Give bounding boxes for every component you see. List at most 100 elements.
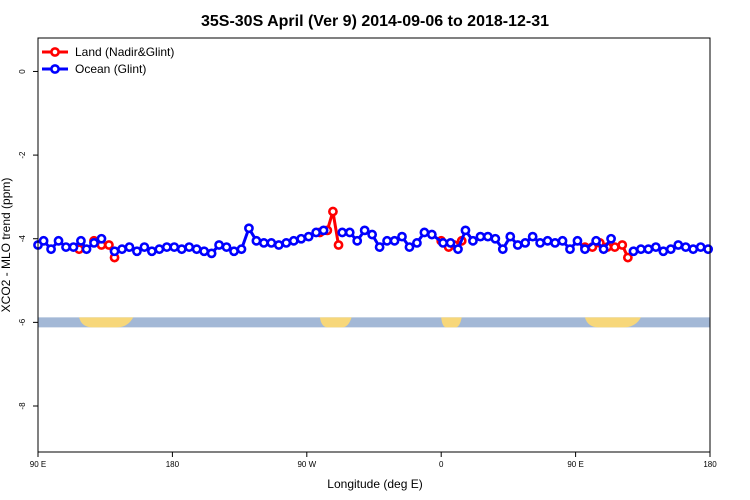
legend-marker	[50, 47, 60, 57]
data-point	[124, 242, 135, 252]
data-point	[412, 238, 422, 248]
legend-entry: Ocean (Glint)	[75, 62, 146, 76]
data-point	[117, 244, 127, 255]
data-point	[622, 252, 633, 263]
x-axis: 90 E 180 90 W 0 90 E 180	[30, 452, 717, 469]
data-point	[382, 235, 392, 246]
data-point	[161, 242, 172, 252]
x-tick-label: 180	[166, 460, 180, 469]
data-point	[176, 244, 187, 255]
data-point	[453, 244, 463, 255]
data-point	[557, 235, 568, 246]
data-point	[438, 238, 448, 248]
data-point	[565, 244, 575, 255]
y-tick-label: 0	[18, 69, 27, 74]
data-point	[38, 235, 49, 246]
y-axis: 0 -2 -4 -6 -8	[18, 69, 38, 410]
legend: Land (Nadir&Glint) Ocean (Glint)	[42, 45, 174, 76]
x-axis-label: Longitude (deg E)	[327, 477, 422, 491]
data-point	[303, 231, 314, 242]
data-point	[550, 238, 560, 248]
data-point	[658, 246, 669, 257]
y-tick-label: -8	[18, 402, 27, 410]
land-segment	[79, 317, 134, 328]
data-point	[169, 242, 180, 252]
data-point	[688, 244, 699, 255]
data-point	[643, 244, 654, 255]
data-point	[680, 242, 691, 252]
data-point	[221, 242, 232, 252]
data-point	[352, 235, 363, 246]
data-point	[572, 235, 583, 246]
data-point	[296, 233, 307, 244]
data-point	[636, 244, 646, 255]
data-point	[337, 227, 348, 238]
land-ocean-mask	[38, 317, 710, 328]
data-point	[281, 238, 292, 248]
data-point	[591, 235, 602, 246]
data-point	[527, 231, 538, 242]
data-point	[628, 246, 639, 257]
data-point	[109, 246, 120, 257]
data-point	[236, 244, 247, 255]
data-point	[206, 248, 217, 259]
data-point	[468, 235, 478, 246]
data-point	[311, 227, 322, 238]
data-point	[328, 206, 338, 217]
data-point	[132, 246, 142, 257]
data-point	[81, 244, 92, 255]
data-point	[665, 244, 676, 255]
data-point	[53, 235, 64, 246]
data-point	[475, 231, 486, 242]
x-tick-label: 90 E	[567, 460, 583, 469]
data-point	[258, 238, 269, 248]
data-point	[482, 231, 493, 242]
legend-entry: Land (Nadir&Glint)	[75, 45, 174, 59]
x-tick-label: 0	[439, 460, 444, 469]
data-point	[490, 233, 501, 244]
x-tick-label: 90 W	[297, 460, 316, 469]
data-point	[184, 242, 195, 252]
data-point	[609, 242, 620, 252]
data-point	[419, 227, 430, 238]
data-point	[535, 238, 546, 248]
data-point	[359, 225, 370, 236]
data-point	[191, 244, 202, 255]
land-segment	[441, 317, 462, 328]
data-point	[61, 242, 71, 252]
data-point	[606, 233, 616, 244]
land-segment	[584, 317, 641, 328]
data-point	[497, 244, 508, 255]
data-point	[89, 238, 99, 248]
plot-frame	[37, 37, 711, 453]
data-point	[229, 246, 239, 257]
data-point	[76, 235, 86, 246]
data-point	[244, 223, 254, 234]
data-point	[520, 238, 531, 248]
y-tick-label: -4	[18, 235, 27, 243]
data-point	[389, 235, 400, 246]
data-point	[214, 240, 224, 250]
data-point	[288, 235, 299, 246]
legend-marker	[50, 64, 60, 74]
data-point	[505, 231, 516, 242]
data-point	[154, 244, 165, 255]
data-point	[68, 242, 79, 252]
data-point	[397, 231, 407, 242]
data-point	[703, 244, 714, 255]
chart-title: 35S-30S April (Ver 9) 2014-09-06 to 2018…	[201, 13, 549, 30]
data-point	[344, 227, 355, 238]
data-point	[404, 242, 415, 252]
data-point	[96, 233, 107, 244]
data-point	[374, 242, 385, 252]
data-point	[542, 235, 553, 246]
data-point	[598, 244, 609, 255]
data-point	[104, 240, 114, 250]
data-point	[199, 246, 210, 257]
data-point	[617, 240, 628, 250]
y-tick-label: -2	[18, 151, 27, 159]
data-point	[273, 240, 284, 250]
y-axis-label: XCO2 - MLO trend (ppm)	[0, 178, 13, 313]
data-point	[445, 238, 456, 248]
